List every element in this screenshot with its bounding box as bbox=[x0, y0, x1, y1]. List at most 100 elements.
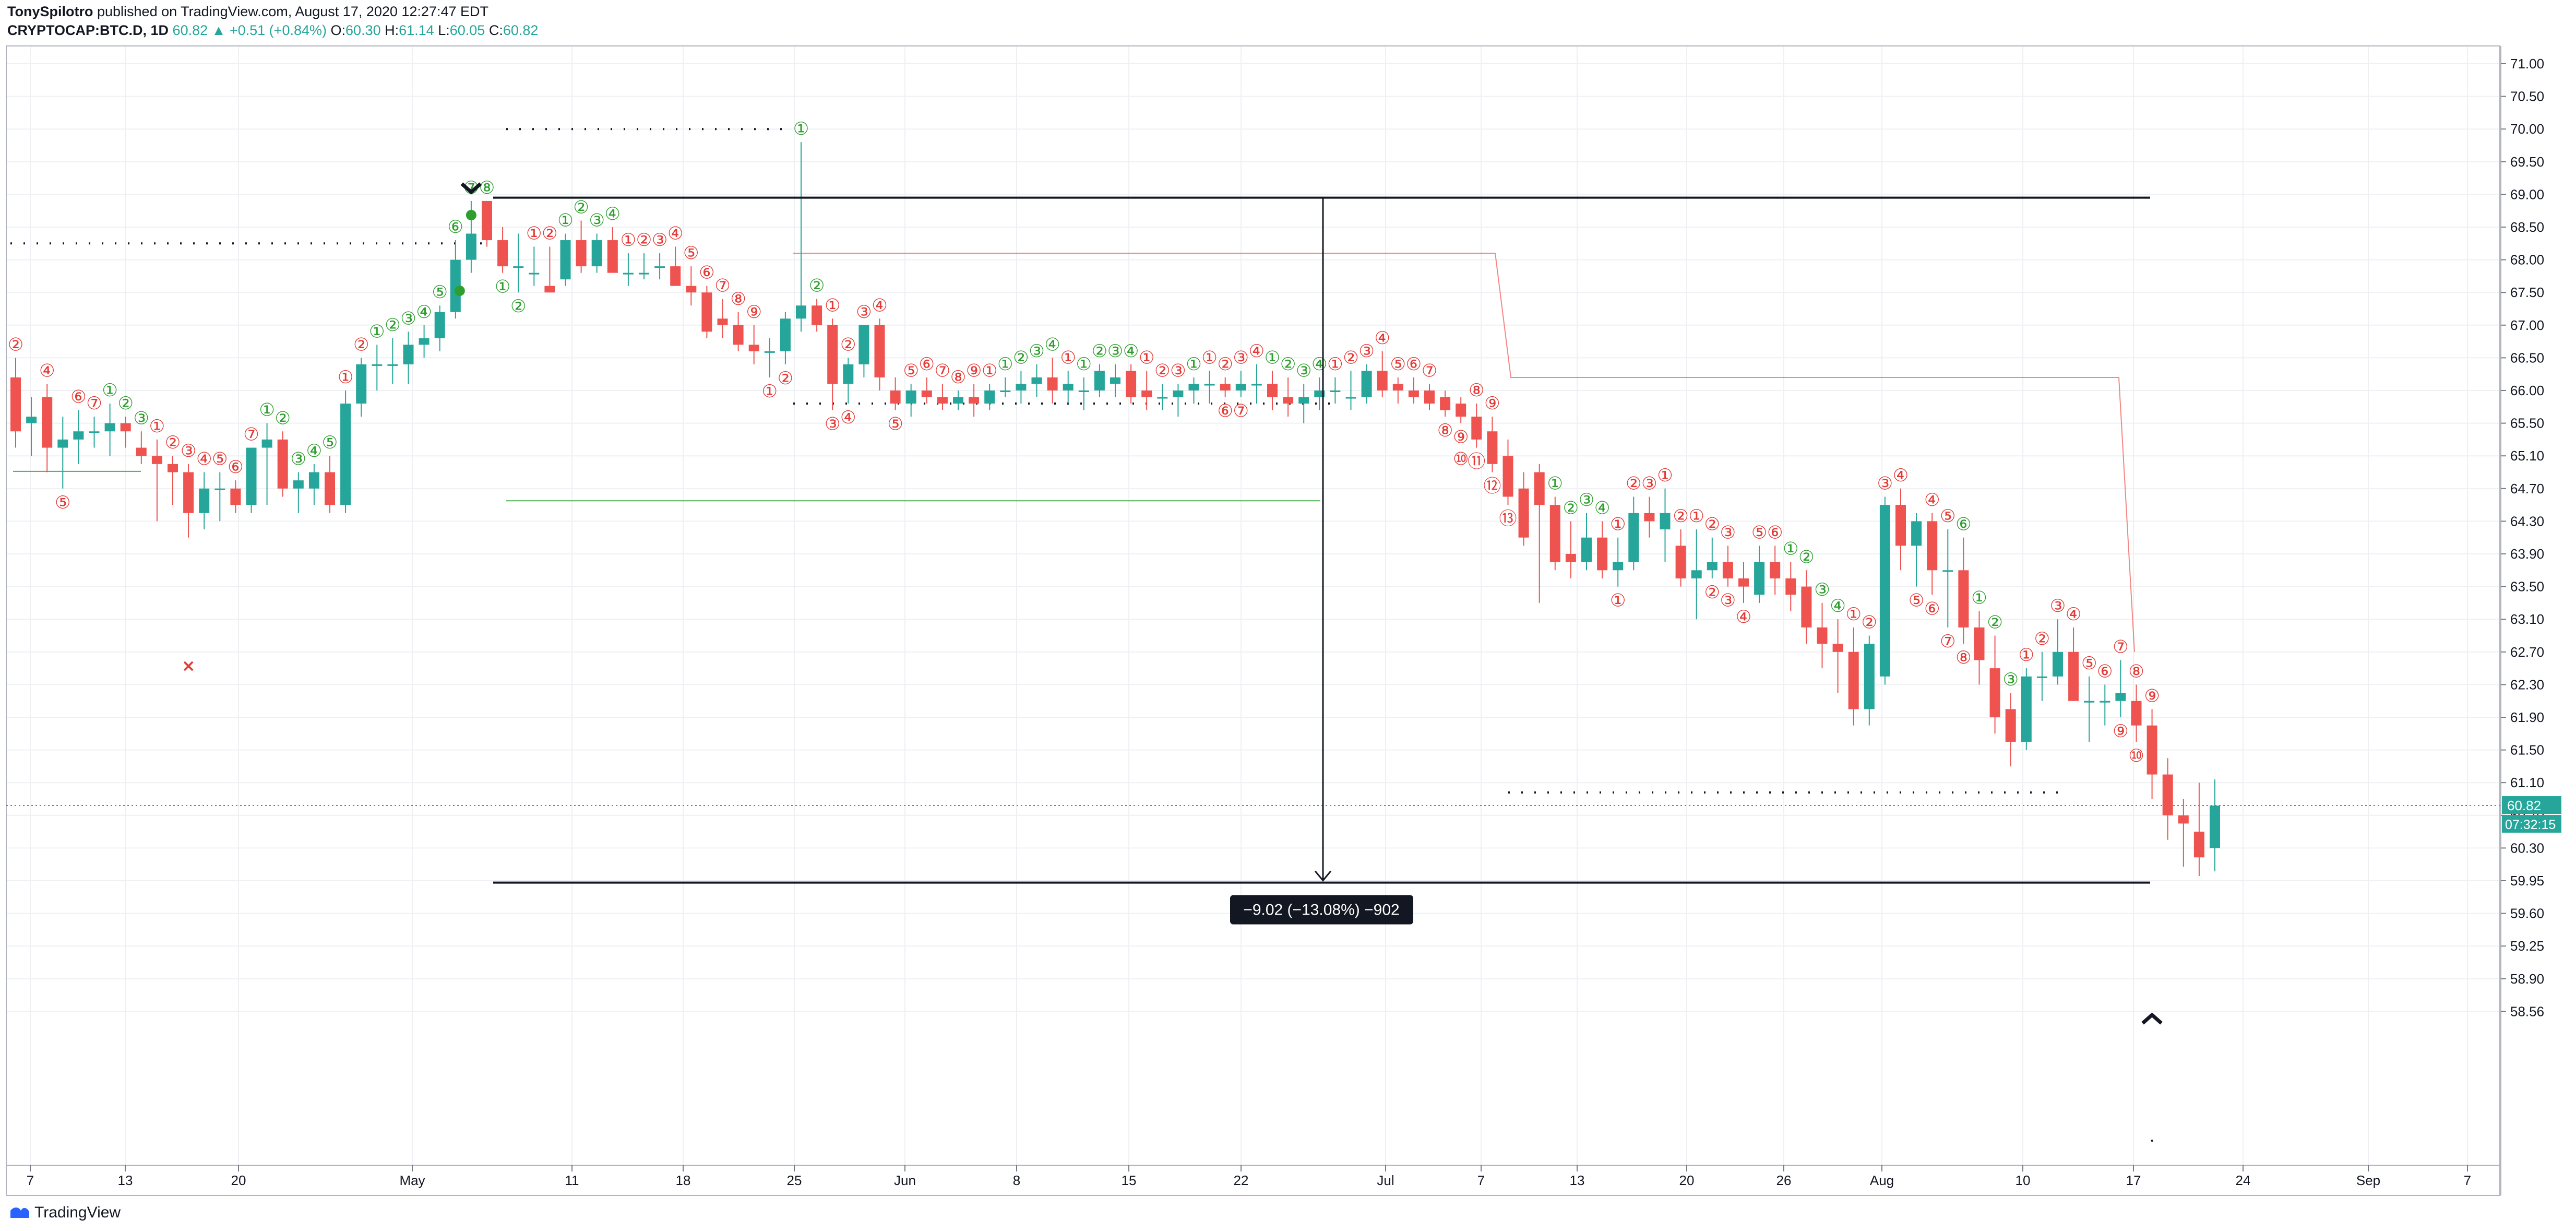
td-count-label: ④ bbox=[196, 449, 212, 470]
symbol-label[interactable]: CRYPTOCAP:BTC.D, 1D bbox=[7, 22, 169, 38]
td-count-label: ③ bbox=[1814, 579, 1830, 600]
td-count-label: ① bbox=[1265, 347, 1280, 368]
td-count-label: ① bbox=[338, 367, 353, 388]
td-count-label: ① bbox=[762, 381, 778, 402]
x-tick-label: 7 bbox=[27, 1173, 34, 1188]
y-axis[interactable]: 71.00 70.50 70.00 69.50 69.00 68.50 68.00 67.50… bbox=[2500, 46, 2544, 1196]
candle-body bbox=[387, 364, 398, 366]
candle-body bbox=[1235, 384, 1246, 390]
candle bbox=[560, 233, 571, 286]
candle-body bbox=[1141, 390, 1152, 397]
candle bbox=[1722, 546, 1733, 587]
candle bbox=[1927, 513, 1938, 595]
drawing-annotations[interactable]: −9.02 (−13.08%) −902 × bbox=[182, 182, 2163, 1142]
candle-body bbox=[1283, 397, 1294, 404]
td-count-label: ② bbox=[809, 276, 825, 297]
candle-body bbox=[1911, 521, 1922, 546]
candle bbox=[73, 410, 84, 464]
td-count-label: ⑤ bbox=[903, 360, 919, 381]
x-axis[interactable]: 7 13 20 May 11 18 25 Jun 8 15 22 Jul 7 13 20 26 Aug 10 17 2… bbox=[6, 1165, 2501, 1188]
candle-body bbox=[560, 240, 571, 280]
candle bbox=[1141, 371, 1152, 410]
candle-body bbox=[2210, 806, 2220, 848]
candle bbox=[1738, 562, 1749, 603]
candle bbox=[1644, 496, 1655, 538]
candle bbox=[1456, 397, 1466, 423]
candle bbox=[1204, 371, 1215, 404]
candle-body bbox=[1770, 562, 1781, 578]
candle bbox=[57, 417, 68, 489]
td-count-label: ② bbox=[1626, 473, 1641, 494]
candle-body bbox=[921, 390, 932, 397]
candle bbox=[277, 431, 288, 497]
td-count-label: ① bbox=[1186, 354, 1201, 375]
author-name[interactable]: TonySpilotro bbox=[7, 4, 93, 19]
td-count-label: ③ bbox=[291, 449, 306, 470]
candle bbox=[2053, 619, 2063, 685]
candle bbox=[654, 253, 665, 280]
candle-body bbox=[1785, 578, 1796, 595]
price-change: ▲ +0.51 (+0.84%) bbox=[211, 22, 327, 38]
candle-body bbox=[748, 345, 759, 351]
candle bbox=[607, 227, 618, 273]
candle bbox=[623, 253, 634, 286]
td-count-label: ④ bbox=[416, 302, 432, 323]
td-count-label: ③ bbox=[1233, 347, 1249, 368]
candle bbox=[2193, 783, 2204, 877]
x-tick-label: 24 bbox=[2236, 1173, 2251, 1188]
candle bbox=[1613, 537, 1624, 587]
candle bbox=[1502, 439, 1513, 505]
candle bbox=[246, 447, 257, 513]
td-count-label: ⑤ bbox=[887, 414, 903, 435]
td-count-label: ② bbox=[1862, 612, 1877, 633]
td-count-label: ① bbox=[825, 295, 840, 316]
td-count-label: ① bbox=[1610, 590, 1626, 611]
close-value: 60.82 bbox=[503, 22, 539, 38]
candle-body bbox=[1000, 390, 1011, 392]
candle bbox=[1832, 619, 1843, 693]
candle-body bbox=[1597, 537, 1608, 571]
td-count-label: ⑦ bbox=[86, 393, 102, 414]
candle-body bbox=[1722, 562, 1733, 578]
candle bbox=[1895, 488, 1906, 571]
td-count-label: ④ bbox=[1044, 334, 1060, 355]
candle-body bbox=[1518, 488, 1529, 538]
candle bbox=[214, 472, 225, 522]
y-tick-label: 69.00 bbox=[2510, 186, 2544, 202]
candle bbox=[1675, 529, 1686, 587]
high-value: 61.14 bbox=[399, 22, 434, 38]
td-count-label: ② bbox=[8, 334, 23, 355]
td-count-label: ② bbox=[1154, 360, 1170, 381]
candle-body bbox=[261, 439, 272, 448]
td-count-label: ② bbox=[1798, 547, 1814, 567]
td-count-label: ④ bbox=[1123, 341, 1139, 362]
candle-body bbox=[120, 423, 131, 432]
candlestick-series[interactable] bbox=[10, 142, 2220, 877]
td-count-label: ⑦ bbox=[935, 360, 950, 381]
y-tick-label: 59.95 bbox=[2510, 873, 2544, 889]
td-count-label: ② bbox=[778, 368, 793, 389]
candle bbox=[827, 318, 838, 410]
tradingview-logo-icon bbox=[10, 1208, 29, 1218]
candle bbox=[2005, 693, 2016, 766]
candle-body bbox=[874, 325, 885, 377]
td-count-label: ④ bbox=[1830, 596, 1845, 617]
grid-lines bbox=[6, 46, 2500, 1165]
candle bbox=[372, 345, 383, 390]
td-count-label: ① bbox=[1060, 347, 1076, 368]
measure-label-box bbox=[1230, 895, 1413, 925]
td-count-label: ① bbox=[102, 380, 117, 401]
tradingview-logo[interactable]: TradingView bbox=[9, 1204, 121, 1222]
y-tick-label: 62.70 bbox=[2510, 644, 2544, 660]
last-price-tag-label: 60.82 bbox=[2507, 798, 2541, 813]
td-count-label: ⑥ bbox=[1955, 514, 1971, 535]
candle bbox=[1000, 377, 1011, 397]
candle-body bbox=[780, 318, 791, 351]
candle bbox=[2021, 668, 2032, 750]
y-tick-label: 69.50 bbox=[2510, 154, 2544, 170]
td-count-label: ④ bbox=[39, 360, 55, 381]
candle-body bbox=[1487, 431, 1498, 464]
candle-body bbox=[984, 390, 995, 404]
x-tick-label: 20 bbox=[1679, 1173, 1695, 1188]
